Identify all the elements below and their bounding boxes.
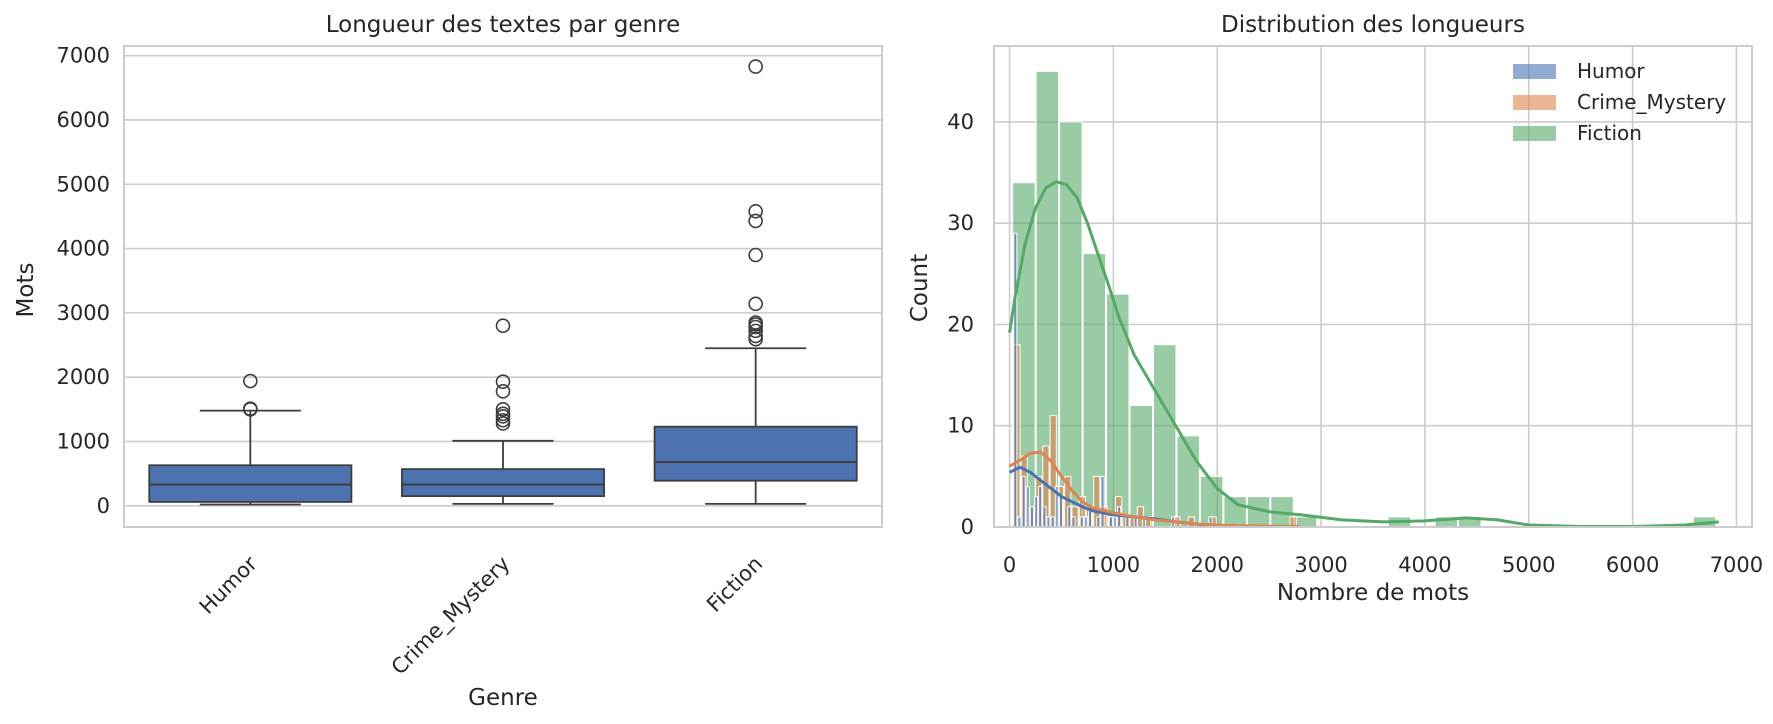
y-tick-label: 30 [947, 211, 974, 235]
y-tick-label: 0 [97, 494, 110, 518]
box-Crime_Mystery [401, 318, 605, 505]
bar-Humor [1096, 516, 1101, 528]
y-tick-label: 40 [947, 110, 974, 134]
boxplot-title: Longueur des textes par genre [326, 12, 681, 38]
boxplot-panel: 0 1000 2000 3000 4000 5000 6000 7000 Humor Crime… [13, 12, 883, 711]
bar-Humor [1042, 506, 1047, 528]
boxplot-x-label: Genre [468, 685, 538, 711]
legend-swatch-Humor [1513, 64, 1556, 79]
y-tick-label: 10 [947, 414, 974, 438]
outlier-point [495, 374, 511, 389]
x-tick-label: 4000 [1398, 553, 1451, 577]
bar-Humor [1079, 516, 1084, 528]
histogram-frame [993, 45, 1753, 528]
y-tick-label: 2000 [57, 365, 110, 389]
x-tick-label: Fiction [702, 552, 767, 617]
legend-label: Fiction [1577, 121, 1642, 145]
bar-Fiction [1152, 344, 1177, 528]
outlier-point [748, 296, 763, 312]
outlier-point [243, 401, 258, 416]
boxplot-x-ticks: Humor Crime_Mystery Fiction [195, 551, 768, 680]
histogram-x-ticks: 0 1000 2000 3000 4000 5000 6000 7000 [1003, 553, 1763, 577]
bar-Humor [1033, 496, 1039, 528]
bar-Humor [1108, 516, 1113, 528]
bar-Humor [1013, 232, 1018, 528]
bar-Humor [1083, 516, 1088, 528]
x-tick-label: 2000 [1191, 553, 1244, 577]
bar-Humor [1067, 506, 1072, 528]
iqr-box [148, 464, 353, 503]
outlier-point [748, 315, 763, 330]
bar-Fiction [1106, 293, 1130, 528]
legend-swatch-Fiction [1513, 126, 1556, 141]
outlier-point [495, 406, 511, 422]
bar-Humor [1038, 485, 1043, 528]
legend-swatch-Crime_Mystery [1513, 95, 1556, 110]
histogram-title: Distribution des longueurs [1221, 12, 1525, 38]
y-tick-label: 20 [947, 312, 974, 336]
outlier-point [748, 59, 763, 74]
x-tick-label: Crime_Mystery [387, 552, 515, 680]
bar-Humor [1017, 516, 1022, 528]
kde-line-Crime_Mystery [1008, 450, 1301, 528]
histogram-y-ticks: 0 10 20 30 40 [947, 110, 974, 539]
x-tick-label: Humor [195, 551, 262, 618]
iqr-box [653, 425, 858, 482]
outlier-point [748, 247, 763, 263]
bar-Humor [1125, 516, 1130, 528]
legend-label: Crime_Mystery [1577, 90, 1726, 114]
x-tick-label: 6000 [1606, 553, 1659, 577]
outlier-point [748, 323, 763, 339]
boxplot-y-label: Mots [13, 263, 39, 318]
outlier-point [243, 373, 258, 389]
outlier-point [748, 213, 763, 229]
bar-Humor [1071, 516, 1076, 528]
y-tick-label: 7000 [57, 44, 110, 68]
bar-Humor [1058, 496, 1064, 528]
histogram-legend: Humor Crime_Mystery Fiction [1513, 59, 1726, 145]
bar-Humor [1050, 516, 1055, 528]
bar-Humor [1021, 475, 1026, 528]
legend-label: Humor [1577, 59, 1645, 83]
y-tick-label: 3000 [57, 301, 110, 325]
bar-Humor [1025, 485, 1030, 528]
outlier-point [495, 412, 511, 428]
box-Fiction [653, 59, 858, 505]
outlier-point [495, 384, 511, 399]
outlier-point [495, 318, 511, 334]
x-tick-label: 0 [1003, 553, 1016, 577]
bar-Humor [1112, 516, 1118, 528]
bar-Humor [1029, 506, 1034, 528]
box-Humor [148, 373, 353, 506]
histogram-y-label: Count [907, 254, 933, 322]
bar-Humor [1046, 516, 1051, 528]
boxplot-boxes [148, 59, 858, 506]
y-tick-label: 4000 [57, 237, 110, 261]
x-tick-label: 5000 [1502, 553, 1555, 577]
x-tick-label: 3000 [1294, 553, 1347, 577]
boxplot-y-ticks: 0 1000 2000 3000 4000 5000 6000 7000 [57, 44, 110, 518]
boxplot-frame [123, 45, 883, 528]
histogram-kde-lines [1008, 180, 1719, 528]
y-tick-label: 5000 [57, 172, 110, 196]
outlier-point [495, 402, 511, 417]
iqr-box [401, 468, 605, 498]
histogram-x-label: Nombre de mots [1277, 580, 1469, 606]
x-tick-label: 1000 [1087, 553, 1140, 577]
y-tick-label: 0 [961, 515, 974, 539]
x-tick-label: 7000 [1710, 553, 1763, 577]
bar-Humor [1100, 475, 1105, 528]
kde-line-Fiction [1008, 180, 1719, 528]
outlier-point [748, 203, 763, 219]
y-tick-label: 6000 [57, 108, 110, 132]
y-tick-label: 1000 [57, 429, 110, 453]
